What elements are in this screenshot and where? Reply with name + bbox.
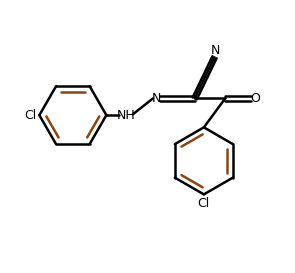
Text: Cl: Cl <box>198 197 210 210</box>
Text: Cl: Cl <box>25 109 37 122</box>
Text: N: N <box>210 44 220 57</box>
Text: N: N <box>152 92 161 105</box>
Text: NH: NH <box>117 109 135 122</box>
Text: O: O <box>251 92 260 105</box>
